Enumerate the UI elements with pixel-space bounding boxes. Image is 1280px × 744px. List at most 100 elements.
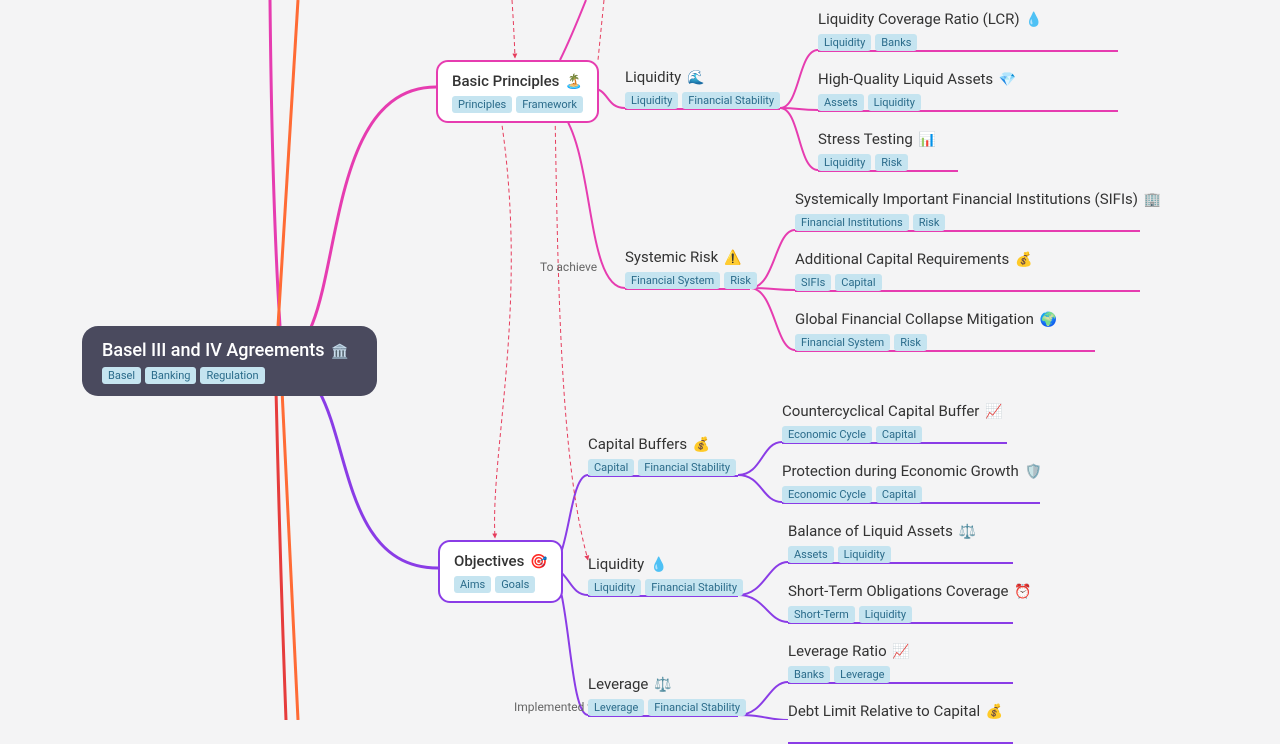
leaf-tags: Short-TermLiquidity xyxy=(788,606,1032,623)
sub-node[interactable]: Liquidity 🌊 LiquidityFinancial Stability xyxy=(625,68,780,111)
node-icon: 💎 xyxy=(999,72,1016,88)
sub-tags: LeverageFinancial Stability xyxy=(588,699,746,716)
leaf-title: Short-Term Obligations Coverage ⏰ xyxy=(788,582,1032,600)
tag[interactable]: Principles xyxy=(452,96,512,113)
leaf-title: Leverage Ratio 📈 xyxy=(788,642,910,660)
edge-label: To achieve xyxy=(540,260,597,274)
sub-title: Leverage ⚖️ xyxy=(588,675,746,693)
tag[interactable]: Economic Cycle xyxy=(782,486,872,503)
node-icon: 💧 xyxy=(650,557,667,573)
branch-node-basic-principles[interactable]: Basic Principles 🏝️ PrinciplesFramework xyxy=(436,60,599,123)
tag[interactable]: Capital xyxy=(588,459,634,476)
tag[interactable]: Economic Cycle xyxy=(782,426,872,443)
tag[interactable]: Aims xyxy=(454,576,491,593)
tag[interactable]: Liquidity xyxy=(818,34,871,51)
branch-node-objectives[interactable]: Objectives 🎯 AimsGoals xyxy=(438,540,563,603)
tag[interactable]: Leverage xyxy=(834,666,890,683)
leaf-title: Debt Limit Relative to Capital 💰 xyxy=(788,702,1003,720)
root-node[interactable]: Basel III and IV Agreements 🏛️ Basel Ban… xyxy=(82,326,377,396)
leaf-title: Global Financial Collapse Mitigation 🌍 xyxy=(795,310,1057,328)
node-icon: 💰 xyxy=(693,437,710,453)
node-icon: 💰 xyxy=(986,704,1003,720)
leaf-title: Systemically Important Financial Institu… xyxy=(795,190,1161,208)
leaf-node[interactable]: Stress Testing 📊LiquidityRisk xyxy=(818,130,936,173)
tag[interactable]: Risk xyxy=(894,334,927,351)
branch-title: Objectives 🎯 xyxy=(454,552,547,570)
tag[interactable]: Regulation xyxy=(200,367,264,384)
tag[interactable]: Basel xyxy=(102,367,141,384)
tag[interactable]: Financial System xyxy=(795,334,890,351)
tag[interactable]: Risk xyxy=(875,154,908,171)
sub-node[interactable]: Leverage ⚖️ LeverageFinancial Stability xyxy=(588,675,746,718)
sub-title: Liquidity 💧 xyxy=(588,555,743,573)
leaf-node[interactable]: Protection during Economic Growth 🛡️ Econ… xyxy=(782,462,1042,505)
tag[interactable]: Goals xyxy=(495,576,535,593)
sub-tags: LiquidityFinancial Stability xyxy=(588,579,743,596)
tag[interactable]: Assets xyxy=(788,546,834,563)
tag[interactable]: Financial Stability xyxy=(682,92,780,109)
leaf-title: Protection during Economic Growth 🛡️ xyxy=(782,462,1042,480)
leaf-node[interactable]: Debt Limit Relative to Capital 💰 xyxy=(788,702,1003,722)
leaf-node[interactable]: Global Financial Collapse Mitigation 🌍 Fi… xyxy=(795,310,1057,353)
tag[interactable]: Liquidity xyxy=(818,154,871,171)
node-icon: ⚖️ xyxy=(654,677,671,693)
leaf-node[interactable]: Additional Capital Requirements 💰 SIFIsCa… xyxy=(795,250,1032,293)
leaf-node[interactable]: Balance of Liquid Assets ⚖️ AssetsLiquidi… xyxy=(788,522,976,565)
tag[interactable]: Risk xyxy=(724,272,757,289)
node-icon: 🏢 xyxy=(1144,192,1161,208)
leaf-tags: AssetsLiquidity xyxy=(818,94,1016,111)
tag[interactable]: Capital xyxy=(876,426,922,443)
root-title: Basel III and IV Agreements 🏛️ xyxy=(102,340,357,361)
branch-title: Basic Principles 🏝️ xyxy=(452,72,583,90)
node-icon: 🛡️ xyxy=(1025,464,1042,480)
tag[interactable]: Liquidity xyxy=(838,546,891,563)
tag[interactable]: Banking xyxy=(145,367,196,384)
tag[interactable]: Banks xyxy=(875,34,917,51)
leaf-title: Liquidity Coverage Ratio (LCR) 💧 xyxy=(818,10,1043,28)
leaf-node[interactable]: Systemically Important Financial Institu… xyxy=(795,190,1161,233)
node-icon: 🌍 xyxy=(1040,312,1057,328)
node-icon: 📈 xyxy=(892,644,909,660)
leaf-title: Additional Capital Requirements 💰 xyxy=(795,250,1032,268)
leaf-tags: Economic CycleCapital xyxy=(782,486,1042,503)
node-icon: 🌊 xyxy=(687,70,704,86)
leaf-tags: LiquidityRisk xyxy=(818,154,936,171)
sub-node[interactable]: Systemic Risk ⚠️ Financial SystemRisk xyxy=(625,248,757,291)
tag[interactable]: Financial Stability xyxy=(645,579,743,596)
leaf-node[interactable]: Liquidity Coverage Ratio (LCR) 💧 Liquidit… xyxy=(818,10,1043,53)
node-icon: ⚠️ xyxy=(724,250,741,266)
tag[interactable]: Risk xyxy=(913,214,946,231)
tag[interactable]: Financial Institutions xyxy=(795,214,909,231)
sub-title: Capital Buffers 💰 xyxy=(588,435,736,453)
tag[interactable]: Financial System xyxy=(625,272,720,289)
leaf-node[interactable]: Countercyclical Capital Buffer 📈Economic… xyxy=(782,402,1003,445)
leaf-tags: LiquidityBanks xyxy=(818,34,1043,51)
tag[interactable]: Short-Term xyxy=(788,606,855,623)
node-icon: ⏰ xyxy=(1014,584,1031,600)
tag[interactable]: SIFIs xyxy=(795,274,831,291)
leaf-node[interactable]: Short-Term Obligations Coverage ⏰ Short-T… xyxy=(788,582,1032,625)
leaf-title: Balance of Liquid Assets ⚖️ xyxy=(788,522,976,540)
tag[interactable]: Capital xyxy=(835,274,881,291)
branch-tags: PrinciplesFramework xyxy=(452,96,583,113)
bank-icon: 🏛️ xyxy=(331,344,348,360)
sub-node[interactable]: Capital Buffers 💰 CapitalFinancial Stabi… xyxy=(588,435,736,478)
tag[interactable]: Liquidity xyxy=(859,606,912,623)
sub-node[interactable]: Liquidity 💧 LiquidityFinancial Stability xyxy=(588,555,743,598)
tag[interactable]: Leverage xyxy=(588,699,644,716)
sub-tags: CapitalFinancial Stability xyxy=(588,459,736,476)
leaf-tags: BanksLeverage xyxy=(788,666,910,683)
tag[interactable]: Financial Stability xyxy=(648,699,746,716)
tag[interactable]: Liquidity xyxy=(625,92,678,109)
sub-title: Liquidity 🌊 xyxy=(625,68,780,86)
tag[interactable]: Assets xyxy=(818,94,864,111)
leaf-node[interactable]: Leverage Ratio 📈 BanksLeverage xyxy=(788,642,910,685)
tag[interactable]: Financial Stability xyxy=(638,459,736,476)
leaf-tags: AssetsLiquidity xyxy=(788,546,976,563)
tag[interactable]: Capital xyxy=(876,486,922,503)
tag[interactable]: Framework xyxy=(516,96,583,113)
leaf-node[interactable]: High-Quality Liquid Assets 💎AssetsLiquid… xyxy=(818,70,1016,113)
tag[interactable]: Banks xyxy=(788,666,830,683)
tag[interactable]: Liquidity xyxy=(588,579,641,596)
tag[interactable]: Liquidity xyxy=(868,94,921,111)
